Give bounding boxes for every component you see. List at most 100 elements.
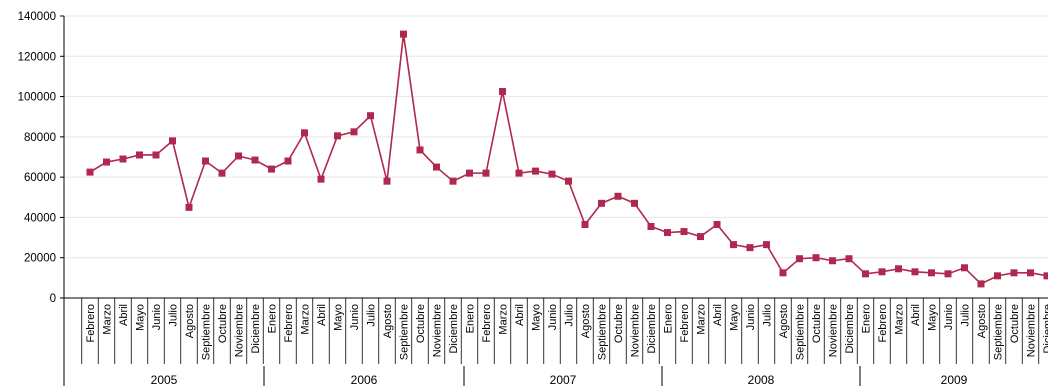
data-point-marker xyxy=(829,257,836,265)
x-tick-label: Diciembre xyxy=(448,304,460,354)
year-label: 2006 xyxy=(351,373,378,386)
y-tick-label: 140000 xyxy=(18,11,56,23)
data-point-marker xyxy=(548,170,556,178)
x-tick-label: Agosto xyxy=(976,304,988,338)
data-point-marker xyxy=(482,169,490,177)
data-point-marker xyxy=(185,203,193,211)
data-point-marker xyxy=(977,280,985,288)
x-tick-label: Junio xyxy=(151,304,163,330)
x-tick-label: Agosto xyxy=(382,304,394,338)
gridlines xyxy=(64,15,1048,259)
year-label: 2007 xyxy=(550,373,577,386)
data-point-marker xyxy=(499,88,506,96)
data-point-marker xyxy=(317,175,325,183)
x-tick-label: Abril xyxy=(118,304,130,326)
data-point-marker xyxy=(268,165,275,173)
x-tick-label: Diciembre xyxy=(250,304,262,354)
x-tick-label: Marzo xyxy=(696,304,708,335)
data-point-marker xyxy=(598,199,605,207)
data-point-marker xyxy=(218,169,226,177)
data-point-marker xyxy=(119,155,127,163)
x-tick-label: Diciembre xyxy=(844,304,856,354)
data-point-marker xyxy=(383,177,391,185)
x-tick-label: Noviembre xyxy=(234,304,246,357)
data-point-marker xyxy=(664,229,671,237)
data-point-marker xyxy=(911,268,919,276)
x-tick-label: Mayo xyxy=(531,304,543,331)
data-point-marker xyxy=(334,132,341,140)
y-tick-label: 120000 xyxy=(18,51,56,63)
data-point-marker xyxy=(796,255,803,263)
x-tick-label: Noviembre xyxy=(1026,304,1038,357)
data-point-marker xyxy=(284,157,292,165)
x-tick-label: Mayo xyxy=(135,304,147,331)
x-tick-label: Mayo xyxy=(729,304,741,331)
x-tick-label: Julio xyxy=(960,304,972,327)
x-tick-label: Octubre xyxy=(613,304,625,343)
x-tick-label: Octubre xyxy=(1009,304,1021,343)
x-tick-label: Junio xyxy=(547,304,559,330)
data-point-marker xyxy=(1043,272,1048,280)
data-point-marker xyxy=(746,244,754,252)
data-point-marker xyxy=(878,268,886,276)
data-point-marker xyxy=(680,228,688,236)
x-tick-label: Mayo xyxy=(333,304,345,331)
x-tick-label: Abril xyxy=(514,304,526,326)
x-tick-label: Septiembre xyxy=(201,304,213,360)
data-point-marker xyxy=(350,128,358,136)
data-point-marker xyxy=(631,199,638,207)
x-tick-label: Febrero xyxy=(283,304,295,343)
x-tick-label: Octubre xyxy=(217,304,229,343)
data-point-marker xyxy=(400,30,407,38)
x-tick-label: Abril xyxy=(316,304,328,326)
data-point-marker xyxy=(103,158,110,166)
data-point-marker xyxy=(845,255,853,263)
year-label: 2005 xyxy=(151,373,178,386)
series-line xyxy=(89,34,1048,285)
x-tick-label: Enero xyxy=(465,304,477,333)
x-axis-year-groups: 2005 2006 2007 2008 2009 xyxy=(63,298,968,386)
x-tick-label: Junio xyxy=(745,304,757,330)
x-tick-label: Septiembre xyxy=(993,304,1005,360)
x-tick-label: Enero xyxy=(663,304,675,333)
x-tick-label: Febrero xyxy=(85,304,97,343)
data-point-marker xyxy=(466,169,473,177)
x-tick-label: Julio xyxy=(564,304,576,327)
x-tick-label: Octubre xyxy=(415,304,427,343)
data-point-marker xyxy=(614,192,622,200)
y-tick-label: 100000 xyxy=(18,92,56,104)
data-point-marker xyxy=(647,222,655,230)
x-tick-label: Febrero xyxy=(679,304,691,343)
data-point-marker xyxy=(202,157,209,165)
x-tick-label: Diciembre xyxy=(646,304,658,354)
data-point-marker xyxy=(152,151,160,159)
data-point-marker xyxy=(730,241,737,249)
data-point-marker xyxy=(581,220,589,228)
year-label: 2008 xyxy=(748,373,775,386)
y-tick-label: 40000 xyxy=(24,212,56,224)
data-point-marker xyxy=(86,168,94,176)
x-tick-label: Abril xyxy=(712,304,724,326)
x-tick-label: Agosto xyxy=(184,304,196,338)
data-point-marker xyxy=(367,112,374,120)
x-tick-label: Septiembre xyxy=(795,304,807,360)
data-point-marker xyxy=(169,137,176,145)
data-point-marker xyxy=(565,177,572,185)
x-tick-label: Noviembre xyxy=(630,304,642,357)
data-point-marker xyxy=(449,177,457,185)
axes xyxy=(63,16,1048,299)
x-tick-label: Febrero xyxy=(877,304,889,343)
y-tick-label: 0 xyxy=(50,293,56,305)
x-tick-label: Enero xyxy=(861,304,873,333)
x-tick-label: Junio xyxy=(349,304,361,330)
x-tick-label: Agosto xyxy=(580,304,592,338)
data-point-marker xyxy=(697,233,704,241)
data-point-marker xyxy=(301,129,308,137)
x-tick-label: Julio xyxy=(168,304,180,327)
x-tick-label: Septiembre xyxy=(597,304,609,360)
x-tick-label: Junio xyxy=(943,304,955,330)
data-point-marker xyxy=(812,254,820,262)
x-tick-label: Noviembre xyxy=(828,304,840,357)
data-point-marker xyxy=(251,156,259,164)
